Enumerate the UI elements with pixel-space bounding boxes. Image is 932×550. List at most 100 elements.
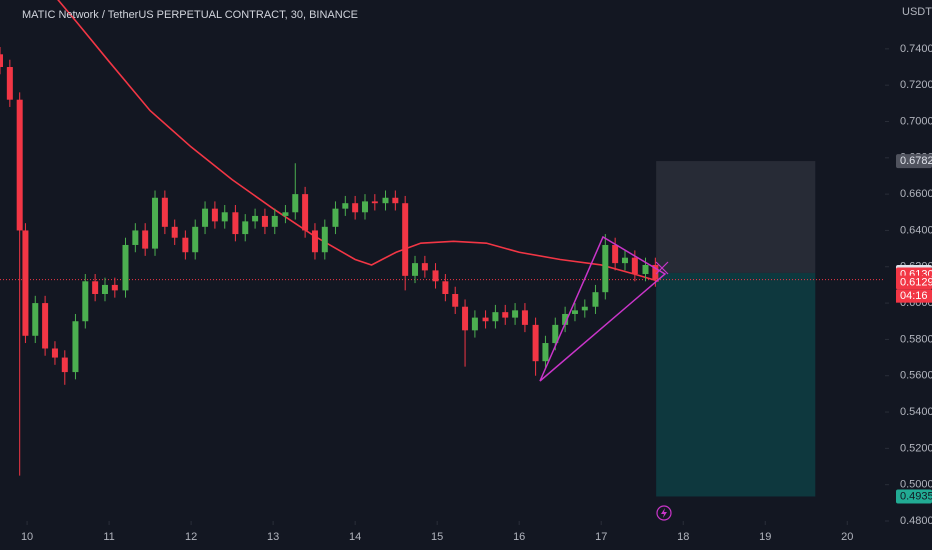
- event-icon[interactable]: [656, 505, 672, 521]
- countdown: 04:16: [900, 290, 928, 302]
- axis-unit: USDT: [902, 6, 932, 18]
- candle-body: [22, 230, 29, 336]
- y-tick-label: 0.5200: [900, 442, 932, 454]
- candle-body: [621, 257, 628, 264]
- candle-body: [0, 54, 3, 68]
- candle-body: [242, 221, 249, 235]
- candle-body: [42, 303, 49, 349]
- candle-body: [171, 226, 178, 238]
- y-tick-label: 0.4800: [900, 515, 932, 527]
- candle-body: [352, 203, 359, 213]
- y-tick-label: 0.5400: [900, 406, 932, 418]
- candle-body: [61, 357, 68, 373]
- candle-body: [482, 317, 489, 322]
- candle-body: [571, 310, 578, 314]
- candle-body: [271, 215, 278, 227]
- candle-body: [361, 201, 368, 213]
- candle-body: [132, 230, 139, 245]
- candle-body: [652, 264, 659, 280]
- candle-body: [562, 313, 569, 325]
- candle-body: [631, 257, 638, 275]
- candle-body: [51, 348, 58, 358]
- x-tick-label: 15: [431, 531, 443, 543]
- moving-average: [57, 0, 659, 283]
- candle-body: [122, 244, 129, 291]
- x-tick-label: 12: [185, 531, 197, 543]
- price-label-bg: [896, 275, 932, 290]
- y-tick-label: 0.7000: [900, 115, 932, 127]
- candle-body: [512, 310, 519, 318]
- candle-body: [402, 203, 409, 276]
- candle-body: [211, 208, 218, 222]
- position-target-zone: [656, 272, 816, 497]
- position-stop-zone: [656, 161, 816, 273]
- candle-body: [221, 212, 228, 222]
- plot-area: [0, 0, 889, 525]
- drawing-cross: [655, 261, 669, 275]
- x-tick-label: 16: [513, 531, 525, 543]
- candle-body: [552, 324, 559, 344]
- candle-body: [292, 194, 299, 213]
- candle-body: [612, 244, 619, 264]
- candle-body: [192, 226, 199, 253]
- y-tick-label: 0.6600: [900, 188, 932, 200]
- candle-body: [421, 263, 428, 271]
- x-tick-label: 18: [677, 531, 689, 543]
- price-label: 0.4935: [900, 490, 932, 502]
- candle-body: [101, 284, 108, 295]
- candle-body: [492, 312, 499, 322]
- y-tick-label: 0.5000: [900, 479, 932, 491]
- price-label: 0.6782: [900, 155, 932, 167]
- y-tick-label: 0.5800: [900, 333, 932, 345]
- candle-body: [252, 215, 259, 222]
- candle-body: [282, 212, 289, 216]
- y-tick-label: 0.6400: [900, 224, 932, 236]
- candle-body: [321, 226, 328, 253]
- candle-body: [182, 237, 189, 253]
- candle-body: [202, 208, 209, 227]
- x-tick-label: 20: [841, 531, 853, 543]
- candle-body: [152, 197, 159, 249]
- candle-body: [32, 303, 39, 336]
- price-label: 0.6129: [900, 277, 932, 289]
- candle-body: [92, 281, 99, 295]
- candle-body: [542, 343, 549, 362]
- candle-body: [442, 281, 449, 295]
- candle-body: [72, 321, 79, 373]
- candle-body: [342, 203, 349, 209]
- candle-body: [311, 230, 318, 253]
- candle-body: [6, 67, 13, 100]
- candle-body: [432, 270, 439, 282]
- candle-body: [302, 194, 309, 231]
- candle-body: [502, 312, 509, 318]
- candle-body: [581, 306, 588, 311]
- price-label-bg: [896, 489, 932, 504]
- candle-body: [521, 310, 528, 325]
- event-icon-bolt: [661, 508, 667, 518]
- candle-body: [161, 197, 168, 227]
- triangle-drawing: [539, 235, 667, 382]
- candle-body: [16, 99, 23, 231]
- candle-body: [592, 292, 599, 307]
- x-tick-label: 17: [595, 531, 607, 543]
- chart-title: MATIC Network / TetherUS PERPETUAL CONTR…: [22, 9, 358, 21]
- candle-body: [462, 306, 469, 331]
- x-tick-label: 14: [349, 531, 361, 543]
- x-tick-label: 10: [21, 531, 33, 543]
- candle-body: [392, 197, 399, 204]
- y-tick-label: 0.7200: [900, 79, 932, 91]
- candle-body: [111, 284, 118, 291]
- candle-body: [261, 215, 268, 227]
- candle-body: [371, 201, 378, 204]
- x-tick-label: 11: [103, 531, 114, 543]
- candle-body: [232, 212, 239, 235]
- candle-body: [602, 244, 609, 293]
- candle-body: [332, 208, 339, 227]
- candle-body: [532, 324, 539, 362]
- candle-body: [412, 263, 419, 276]
- candle-body: [452, 294, 459, 307]
- candle-body: [382, 197, 389, 204]
- countdown-bg: [896, 289, 932, 303]
